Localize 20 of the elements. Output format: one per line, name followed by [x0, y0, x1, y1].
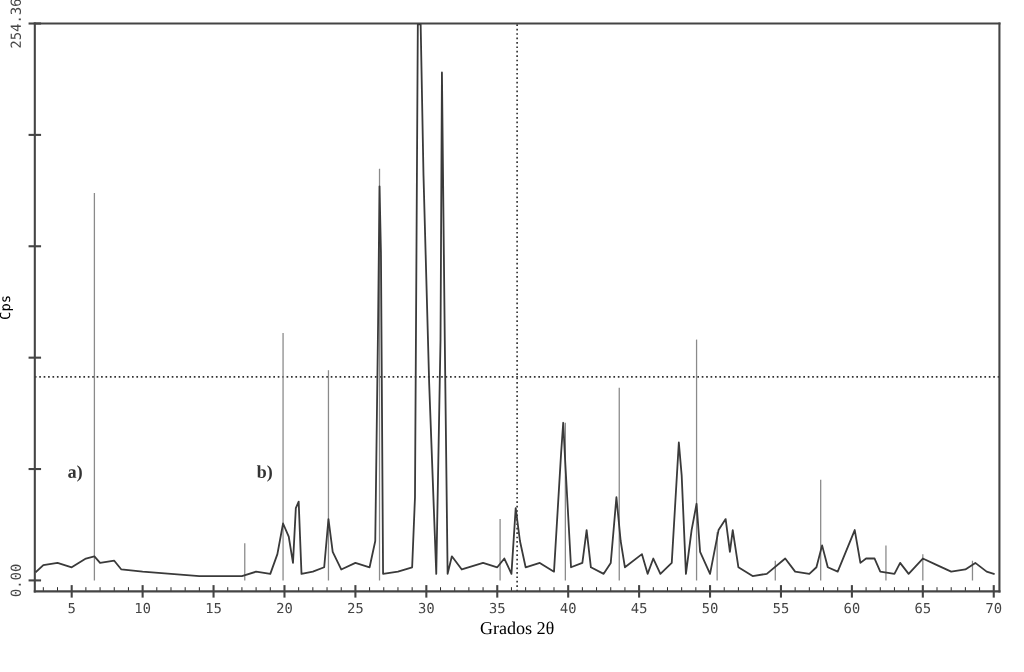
x-tick-label: 35 — [489, 602, 505, 614]
x-tick-label: 10 — [135, 602, 151, 614]
annotation: a) — [68, 465, 82, 482]
y-tick-label: 254.36 — [10, 0, 22, 48]
x-tick-label: 40 — [560, 602, 576, 614]
y-axis-title: Cps — [0, 296, 13, 320]
x-tick-label: 15 — [206, 602, 221, 614]
x-axis-title: Grados 2θ — [480, 621, 554, 635]
x-tick-label: 50 — [702, 602, 718, 614]
annotation: b) — [256, 465, 272, 482]
x-tick-label: 60 — [844, 602, 860, 614]
x-tick-label: 45 — [631, 602, 647, 614]
x-tick-label: 30 — [418, 602, 434, 614]
x-tick-label: 65 — [915, 602, 931, 614]
x-tick-label: 5 — [68, 602, 75, 614]
x-tick-label: 55 — [773, 602, 789, 614]
x-tick-label: 25 — [348, 602, 363, 614]
y-tick-label: 0.00 — [10, 564, 22, 597]
x-tick-label: 20 — [277, 602, 292, 614]
x-tick-label: 70 — [986, 602, 1002, 614]
